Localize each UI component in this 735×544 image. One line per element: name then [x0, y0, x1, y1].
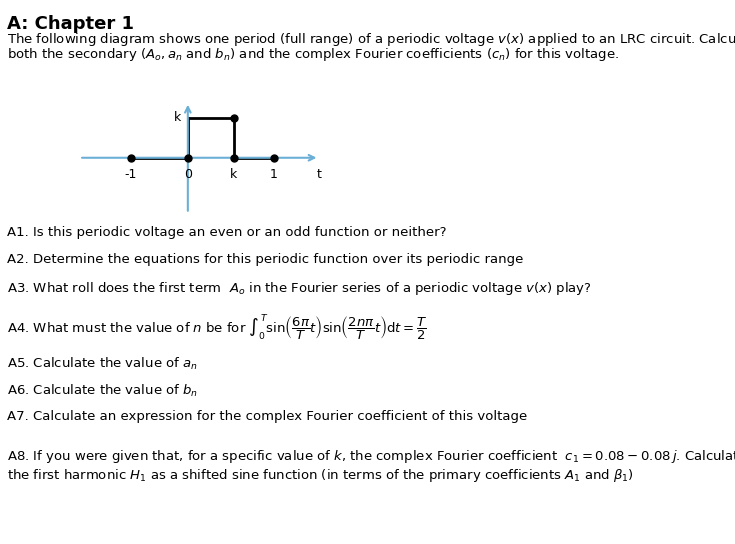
Text: A7. Calculate an expression for the complex Fourier coefficient of this voltage: A7. Calculate an expression for the comp… [7, 410, 527, 423]
Text: A8. If you were given that, for a specific value of $k$, the complex Fourier coe: A8. If you were given that, for a specif… [7, 448, 735, 484]
Text: k: k [174, 112, 181, 125]
Text: t: t [317, 168, 322, 181]
Text: The following diagram shows one period (full range) of a periodic voltage $v(x)$: The following diagram shows one period (… [7, 31, 735, 48]
Text: A6. Calculate the value of $b_n$: A6. Calculate the value of $b_n$ [7, 383, 198, 399]
Text: A5. Calculate the value of $a_n$: A5. Calculate the value of $a_n$ [7, 356, 198, 372]
Text: A3. What roll does the first term  $A_o$ in the Fourier series of a periodic vol: A3. What roll does the first term $A_o$ … [7, 280, 592, 297]
Text: A: Chapter 1: A: Chapter 1 [7, 15, 134, 33]
Text: 1: 1 [270, 168, 278, 181]
Text: k: k [230, 168, 237, 181]
Text: A2. Determine the equations for this periodic function over its periodic range: A2. Determine the equations for this per… [7, 253, 523, 266]
Text: both the secondary $(A_o, a_n$ and $b_n)$ and the complex Fourier coefficients $: both the secondary $(A_o, a_n$ and $b_n)… [7, 46, 619, 63]
Text: A4. What must the value of $n$ be for $\int_0^T \sin\!\left(\dfrac{6\pi}{T}t\rig: A4. What must the value of $n$ be for $\… [7, 313, 427, 343]
Text: A1. Is this periodic voltage an even or an odd function or neither?: A1. Is this periodic voltage an even or … [7, 226, 446, 239]
Text: -1: -1 [124, 168, 137, 181]
Text: 0: 0 [184, 168, 192, 181]
